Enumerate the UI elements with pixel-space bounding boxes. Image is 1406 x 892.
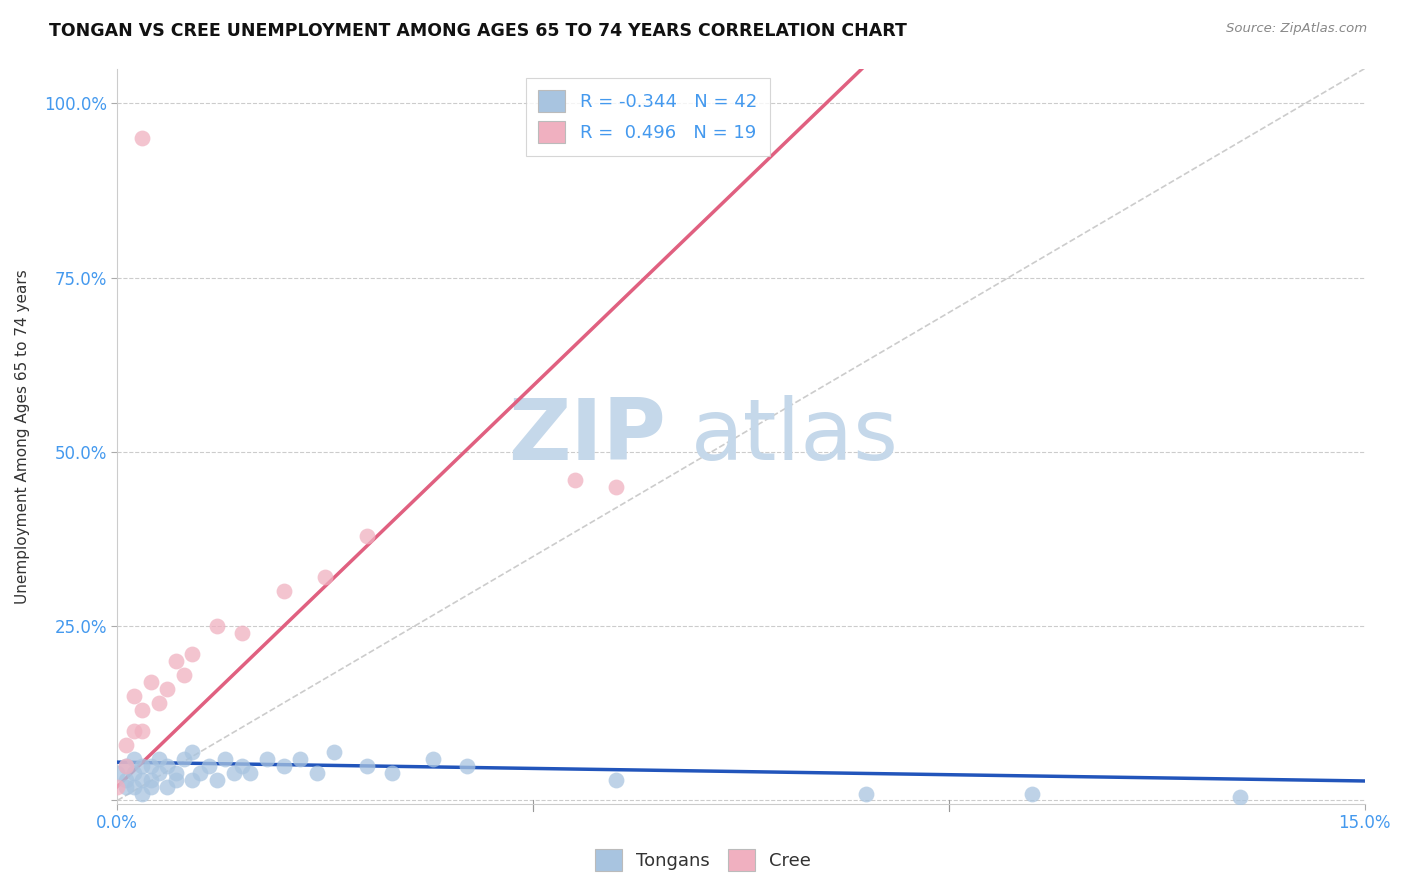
Point [239,765,262,780]
Point [165,765,187,780]
Point [148,752,170,766]
Point [122,780,145,794]
Point [122,765,145,780]
Point [305,765,328,780]
Point [139,675,162,690]
Point [122,689,145,703]
Point [422,752,444,766]
Point [190,765,212,780]
Point [605,772,627,787]
Point [181,745,204,759]
Point [131,723,153,738]
Text: ZIP: ZIP [509,395,666,478]
Point [855,787,877,801]
Point [173,668,195,682]
Point [231,626,253,640]
Point [456,758,478,772]
Point [156,681,179,696]
Point [139,772,162,787]
Point [165,772,187,787]
Point [356,758,378,772]
Point [356,528,378,542]
Point [205,772,228,787]
Point [131,131,153,145]
Point [131,703,153,717]
Point [322,745,344,759]
Point [173,752,195,766]
Point [122,752,145,766]
Point [148,696,170,710]
Point [205,619,228,633]
Point [122,723,145,738]
Point [605,480,627,494]
Point [1021,787,1043,801]
Point [222,765,245,780]
Point [165,654,187,668]
Point [214,752,236,766]
Point [114,738,136,752]
Point [105,780,128,794]
Legend: R = -0.344   N = 42, R =  0.496   N = 19: R = -0.344 N = 42, R = 0.496 N = 19 [526,78,769,156]
Point [1229,790,1251,805]
Point [105,765,128,780]
Point [181,772,204,787]
Point [156,780,179,794]
Point [139,758,162,772]
Point [131,787,153,801]
Point [314,570,336,584]
Point [256,752,278,766]
Text: TONGAN VS CREE UNEMPLOYMENT AMONG AGES 65 TO 74 YEARS CORRELATION CHART: TONGAN VS CREE UNEMPLOYMENT AMONG AGES 6… [49,22,907,40]
Point [139,780,162,794]
Point [197,758,219,772]
Point [290,752,312,766]
Point [114,780,136,794]
Point [273,584,295,599]
Point [114,772,136,787]
Point [231,758,253,772]
Point [564,473,586,487]
Point [131,758,153,772]
Y-axis label: Unemployment Among Ages 65 to 74 years: Unemployment Among Ages 65 to 74 years [15,268,30,604]
Point [381,765,404,780]
Point [148,765,170,780]
Legend: Tongans, Cree: Tongans, Cree [588,842,818,879]
Point [114,758,136,772]
Point [273,758,295,772]
Point [114,758,136,772]
Point [131,772,153,787]
Text: atlas: atlas [692,395,898,478]
Text: Source: ZipAtlas.com: Source: ZipAtlas.com [1226,22,1367,36]
Point [181,647,204,661]
Point [156,758,179,772]
